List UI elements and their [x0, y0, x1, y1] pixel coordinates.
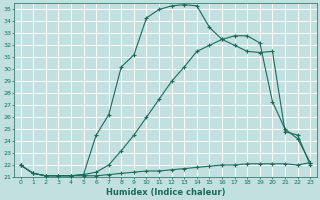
- X-axis label: Humidex (Indice chaleur): Humidex (Indice chaleur): [106, 188, 225, 197]
